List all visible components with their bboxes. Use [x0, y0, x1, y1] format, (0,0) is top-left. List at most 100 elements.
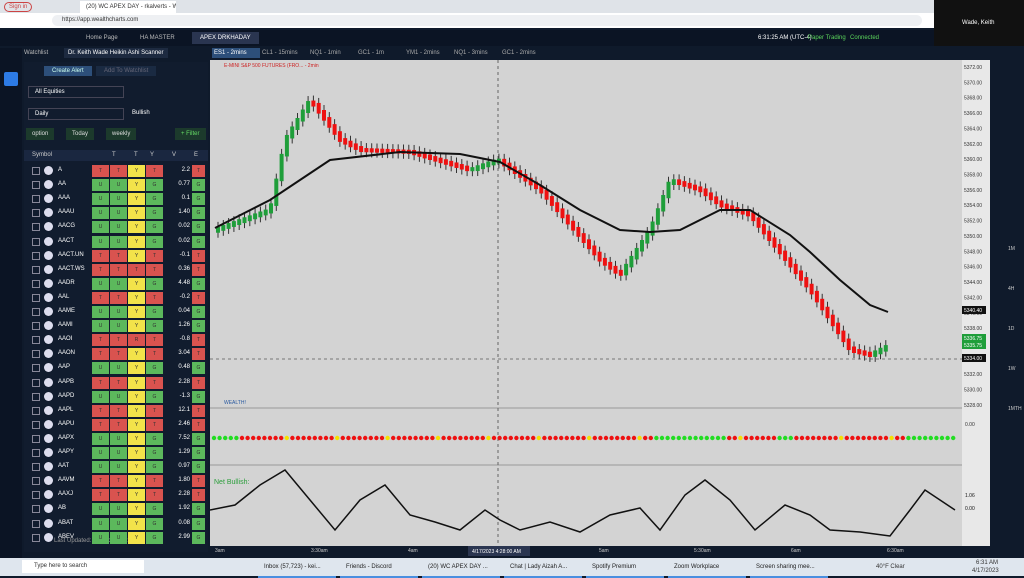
checkbox[interactable]	[32, 378, 40, 387]
symbol[interactable]: AAVM	[58, 477, 75, 484]
checkbox[interactable]	[32, 491, 40, 500]
chart-tab[interactable]: GC1 - 1m	[358, 50, 385, 56]
checkbox[interactable]	[32, 434, 40, 443]
symbol[interactable]: AAPU	[58, 420, 75, 427]
chart-tab[interactable]: GC1 - 2mins	[502, 50, 536, 56]
browser-tab[interactable]: (20) WC APEX DAY - rkalverts - W	[80, 1, 176, 13]
filter-chip[interactable]: option	[26, 128, 55, 140]
checkbox[interactable]	[32, 195, 40, 204]
nav-tab[interactable]: APEX DRKHADAY	[192, 32, 259, 44]
bullish-toggle[interactable]: Bullish	[132, 110, 150, 116]
e-cell: T	[192, 418, 205, 431]
filter-chip[interactable]: Today	[66, 128, 95, 140]
candle	[740, 208, 745, 215]
status-dot	[553, 435, 558, 441]
symbol[interactable]: AACT	[58, 237, 75, 244]
taskbar-app[interactable]: Spotify Premium	[586, 558, 664, 578]
checkbox[interactable]	[32, 449, 40, 457]
symbol[interactable]: AADR	[58, 279, 75, 286]
add-button[interactable]	[4, 72, 18, 86]
symbol[interactable]: AACT.UN	[58, 251, 84, 258]
sign-in[interactable]: Sign in	[4, 2, 33, 12]
timeframe[interactable]: Daily	[28, 108, 124, 120]
taskbar-app[interactable]: Inbox (57,723) - kei...	[258, 558, 336, 578]
taskbar-app[interactable]: Friends - Discord	[340, 558, 418, 578]
checkbox[interactable]	[32, 251, 40, 260]
symbol[interactable]: AAT	[58, 463, 70, 470]
add-filter[interactable]: + Filter	[175, 128, 206, 140]
candle	[814, 290, 819, 303]
chart-tab[interactable]: CL1 - 15mins	[262, 50, 298, 56]
create-alert[interactable]: Create Alert	[44, 66, 92, 76]
checkbox[interactable]	[32, 237, 40, 246]
taskbar-app[interactable]: (20) WC APEX DAY ...	[422, 558, 500, 578]
checkbox[interactable]	[32, 364, 40, 373]
checkbox[interactable]	[32, 308, 40, 316]
status-dot	[771, 435, 777, 441]
checkbox[interactable]	[32, 463, 40, 472]
taskbar-app[interactable]: Chat | Lady Aizah A...	[504, 558, 582, 578]
chart-tab[interactable]: ES1 - 2mins	[212, 48, 260, 58]
chart-tab[interactable]: NQ1 - 1min	[310, 50, 341, 56]
symbol[interactable]: AA	[58, 181, 67, 188]
status-cell: U	[92, 306, 109, 318]
universe[interactable]: All Equities	[28, 86, 124, 98]
checkbox[interactable]	[32, 519, 40, 528]
scanner-tab[interactable]: Dr. Keith Wade Heikin Ashi Scanner	[64, 48, 168, 58]
symbol[interactable]: AAPD	[58, 392, 75, 399]
symbol[interactable]: AAME	[58, 308, 76, 314]
checkbox[interactable]	[32, 477, 40, 486]
taskbar-app[interactable]: Screen sharing mee...	[750, 558, 828, 578]
symbol[interactable]: AAL	[58, 293, 70, 300]
add-watchlist[interactable]: Add To Watchlist	[96, 66, 157, 76]
symbol[interactable]: AAAU	[58, 209, 75, 216]
nav-tab[interactable]: HA MASTER	[140, 35, 175, 41]
symbol[interactable]: AAOI	[58, 336, 73, 343]
chart-tab[interactable]: YM1 - 2mins	[406, 50, 440, 56]
symbol[interactable]: AAPB	[58, 378, 75, 385]
nav-tab[interactable]: Home Page	[86, 35, 118, 41]
checkbox[interactable]	[32, 181, 40, 190]
symbol[interactable]: AAPL	[58, 406, 74, 413]
checkbox[interactable]	[32, 533, 40, 542]
checkbox[interactable]	[32, 265, 40, 274]
status-dot	[284, 435, 289, 441]
symbol[interactable]: AB	[58, 505, 67, 512]
symbol[interactable]: AAMI	[58, 322, 73, 329]
symbol[interactable]: AAON	[58, 350, 76, 357]
status-dot	[643, 435, 648, 441]
checkbox[interactable]	[32, 505, 40, 514]
symbol[interactable]: AAXJ	[58, 491, 74, 498]
symbol[interactable]: AAPX	[58, 434, 75, 441]
status-dot	[721, 435, 726, 441]
checkbox[interactable]	[32, 209, 40, 218]
checkbox[interactable]	[32, 167, 40, 175]
checkbox[interactable]	[32, 293, 40, 302]
checkbox[interactable]	[32, 406, 40, 415]
symbol[interactable]: AAPY	[58, 449, 75, 455]
checkbox[interactable]	[32, 336, 40, 345]
e-cell: T	[192, 376, 205, 389]
symbol[interactable]: AAA	[58, 195, 71, 202]
checkbox[interactable]	[32, 392, 40, 401]
watchlist-tab[interactable]: Watchlist	[24, 50, 49, 56]
symbol[interactable]: A	[58, 167, 63, 173]
checkbox[interactable]	[32, 279, 40, 288]
symbol[interactable]: AACT.WS	[58, 265, 85, 272]
url[interactable]: https://app.wealthcharts.com	[52, 15, 922, 26]
taskbar-app[interactable]: Zoom Workplace	[668, 558, 746, 578]
status-cell: T	[146, 376, 163, 389]
checkbox[interactable]	[32, 223, 40, 232]
checkbox[interactable]	[32, 322, 40, 331]
symbol[interactable]: AACG	[58, 223, 76, 230]
checkbox[interactable]	[32, 350, 40, 359]
symbol[interactable]: AAP	[58, 364, 71, 371]
status-cell: T	[110, 249, 127, 262]
checkbox[interactable]	[32, 420, 40, 429]
chart-tab[interactable]: NQ1 - 3mins	[454, 50, 488, 56]
symbol[interactable]: ABAT	[58, 519, 74, 526]
filter-chip[interactable]: weekly	[106, 128, 137, 140]
search-box[interactable]: Type here to search	[22, 560, 144, 573]
symbol[interactable]: ABEV	[58, 533, 75, 540]
candle	[862, 350, 867, 356]
